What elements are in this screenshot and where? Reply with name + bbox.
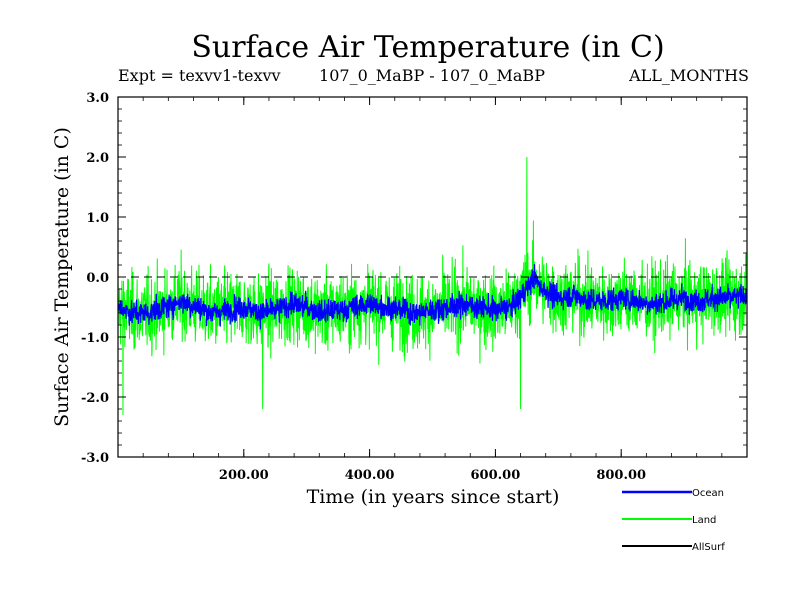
y-tick-label: -3.0 xyxy=(81,451,109,466)
y-tick-label: 1.0 xyxy=(86,211,109,226)
series-line-land xyxy=(118,156,747,416)
x-tick-label: 400.00 xyxy=(345,468,395,483)
x-axis-label: Time (in years since start) xyxy=(307,486,560,508)
y-tick-label: 2.0 xyxy=(86,151,109,166)
y-tick-label: 0.0 xyxy=(86,271,109,286)
subtitle-right: ALL_MONTHS xyxy=(628,66,749,85)
x-tick-label: 200.00 xyxy=(219,468,269,483)
plot-area: -3.0 -2.0 -1.0 0.0 1.0 2.0 3.0 200.00 400.00 600.… xyxy=(81,91,748,483)
legend: Ocean Land AllSurf xyxy=(622,488,725,553)
y-tick-label: -1.0 xyxy=(81,331,109,346)
series-line-ocean xyxy=(118,264,747,330)
subtitle-left: Expt = texvv1-texvv xyxy=(118,66,281,85)
subtitle-center: 107_0_MaBP - 107_0_MaBP xyxy=(319,66,545,85)
y-tick-label: -2.0 xyxy=(81,391,109,406)
x-tick-label: 600.00 xyxy=(471,468,521,483)
legend-label-allsurf: AllSurf xyxy=(692,542,725,553)
chart-title: Surface Air Temperature (in C) xyxy=(191,30,664,65)
x-tick-label: 800.00 xyxy=(596,468,646,483)
legend-label-ocean: Ocean xyxy=(692,488,724,499)
y-tick-label: 3.0 xyxy=(86,91,109,106)
y-axis-label: Surface Air Temperature (in C) xyxy=(51,127,73,427)
legend-label-land: Land xyxy=(692,515,716,526)
